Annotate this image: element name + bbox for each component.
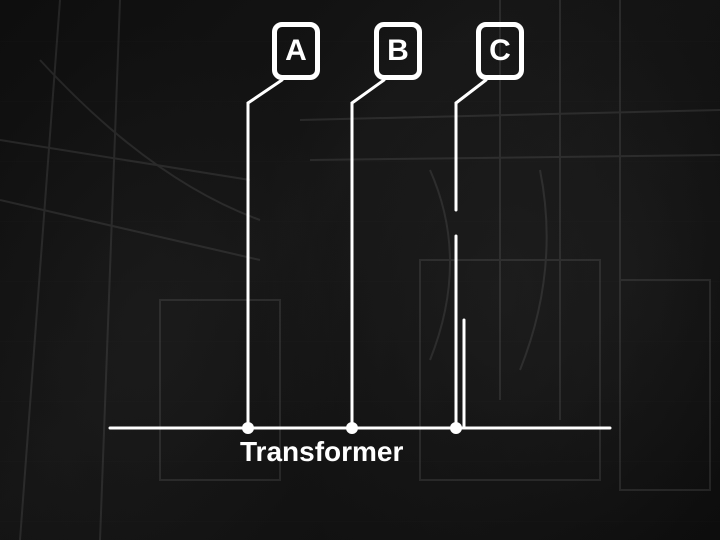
- phase-label-b-text: B: [387, 36, 409, 66]
- phase-label-c-text: C: [489, 36, 511, 66]
- transformer-caption: Transformer: [240, 436, 403, 468]
- transformer-diagram: A B C Transformer: [0, 0, 720, 540]
- bus-node-c: [450, 422, 462, 434]
- bus-node-a: [242, 422, 254, 434]
- phase-label-a-text: A: [285, 36, 307, 66]
- bus-node-b: [346, 422, 358, 434]
- phase-label-a: A: [272, 22, 320, 80]
- label-tail-a: [248, 80, 282, 103]
- phase-label-b: B: [374, 22, 422, 80]
- label-tail-c: [456, 80, 486, 103]
- label-tail-b: [352, 80, 384, 103]
- phase-label-c: C: [476, 22, 524, 80]
